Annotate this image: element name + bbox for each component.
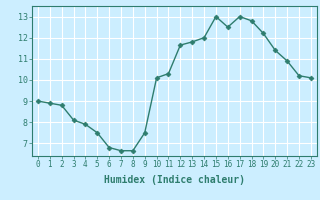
- X-axis label: Humidex (Indice chaleur): Humidex (Indice chaleur): [104, 175, 245, 185]
